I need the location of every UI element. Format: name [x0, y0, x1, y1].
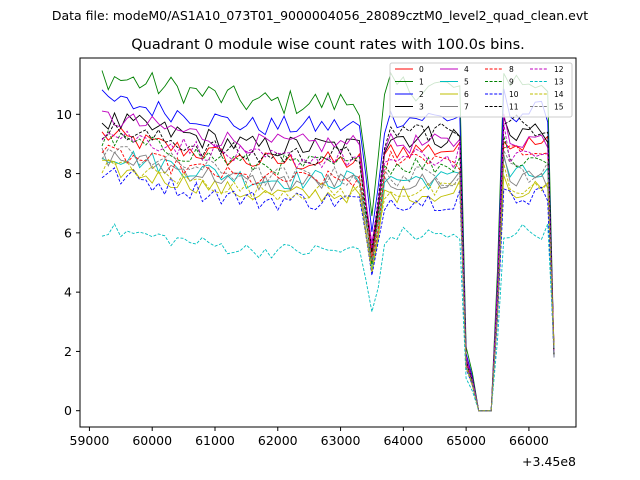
legend-label-8: 8 — [509, 65, 514, 74]
legend-label-13: 13 — [554, 78, 564, 87]
x-tick-label: 62000 — [258, 433, 298, 448]
legend-label-1: 1 — [419, 78, 424, 87]
chart-title: Quadrant 0 module wise count rates with … — [131, 37, 525, 53]
x-tick-label: 65000 — [446, 433, 486, 448]
series-line-15 — [101, 146, 555, 412]
legend-label-15: 15 — [554, 103, 564, 112]
y-tick-label: 8 — [64, 166, 72, 181]
x-tick-label: 60000 — [132, 433, 172, 448]
legend-label-10: 10 — [509, 90, 519, 99]
legend-label-0: 0 — [419, 65, 424, 74]
legend-label-11: 11 — [509, 103, 519, 112]
x-tick-label: 66000 — [509, 433, 549, 448]
legend-label-7: 7 — [464, 103, 469, 112]
legend-label-3: 3 — [419, 103, 424, 112]
x-tick-label: 59000 — [70, 433, 110, 448]
y-tick-label: 10 — [56, 107, 72, 122]
legend-label-14: 14 — [554, 90, 564, 99]
legend-label-6: 6 — [464, 90, 469, 99]
plot-frame — [79, 57, 577, 428]
y-tick-label: 4 — [64, 285, 72, 300]
y-tick-label: 6 — [64, 225, 72, 240]
legend-label-9: 9 — [509, 78, 514, 87]
legend-label-12: 12 — [554, 65, 564, 74]
series-line-11 — [101, 114, 555, 412]
x-tick-label: 61000 — [195, 433, 235, 448]
legend-label-4: 4 — [464, 65, 469, 74]
data-file-suptitle: Data file: modeM0/AS1A10_073T01_90000040… — [52, 8, 588, 23]
y-axis: 0 2 4 6 8 10 — [56, 107, 80, 418]
series-layer — [101, 70, 555, 412]
legend-label-2: 2 — [419, 90, 424, 99]
y-tick-label: 2 — [64, 344, 72, 359]
legend-label-5: 5 — [464, 78, 469, 87]
x-tick-label: 64000 — [383, 433, 423, 448]
x-tick-label: 63000 — [321, 433, 361, 448]
y-tick-label: 0 — [64, 403, 72, 418]
x-offset-label: +3.45e8 — [522, 454, 576, 469]
legend-box — [389, 62, 573, 118]
x-axis: 59000 60000 61000 62000 63000 64000 65000 66000 — [70, 427, 549, 448]
